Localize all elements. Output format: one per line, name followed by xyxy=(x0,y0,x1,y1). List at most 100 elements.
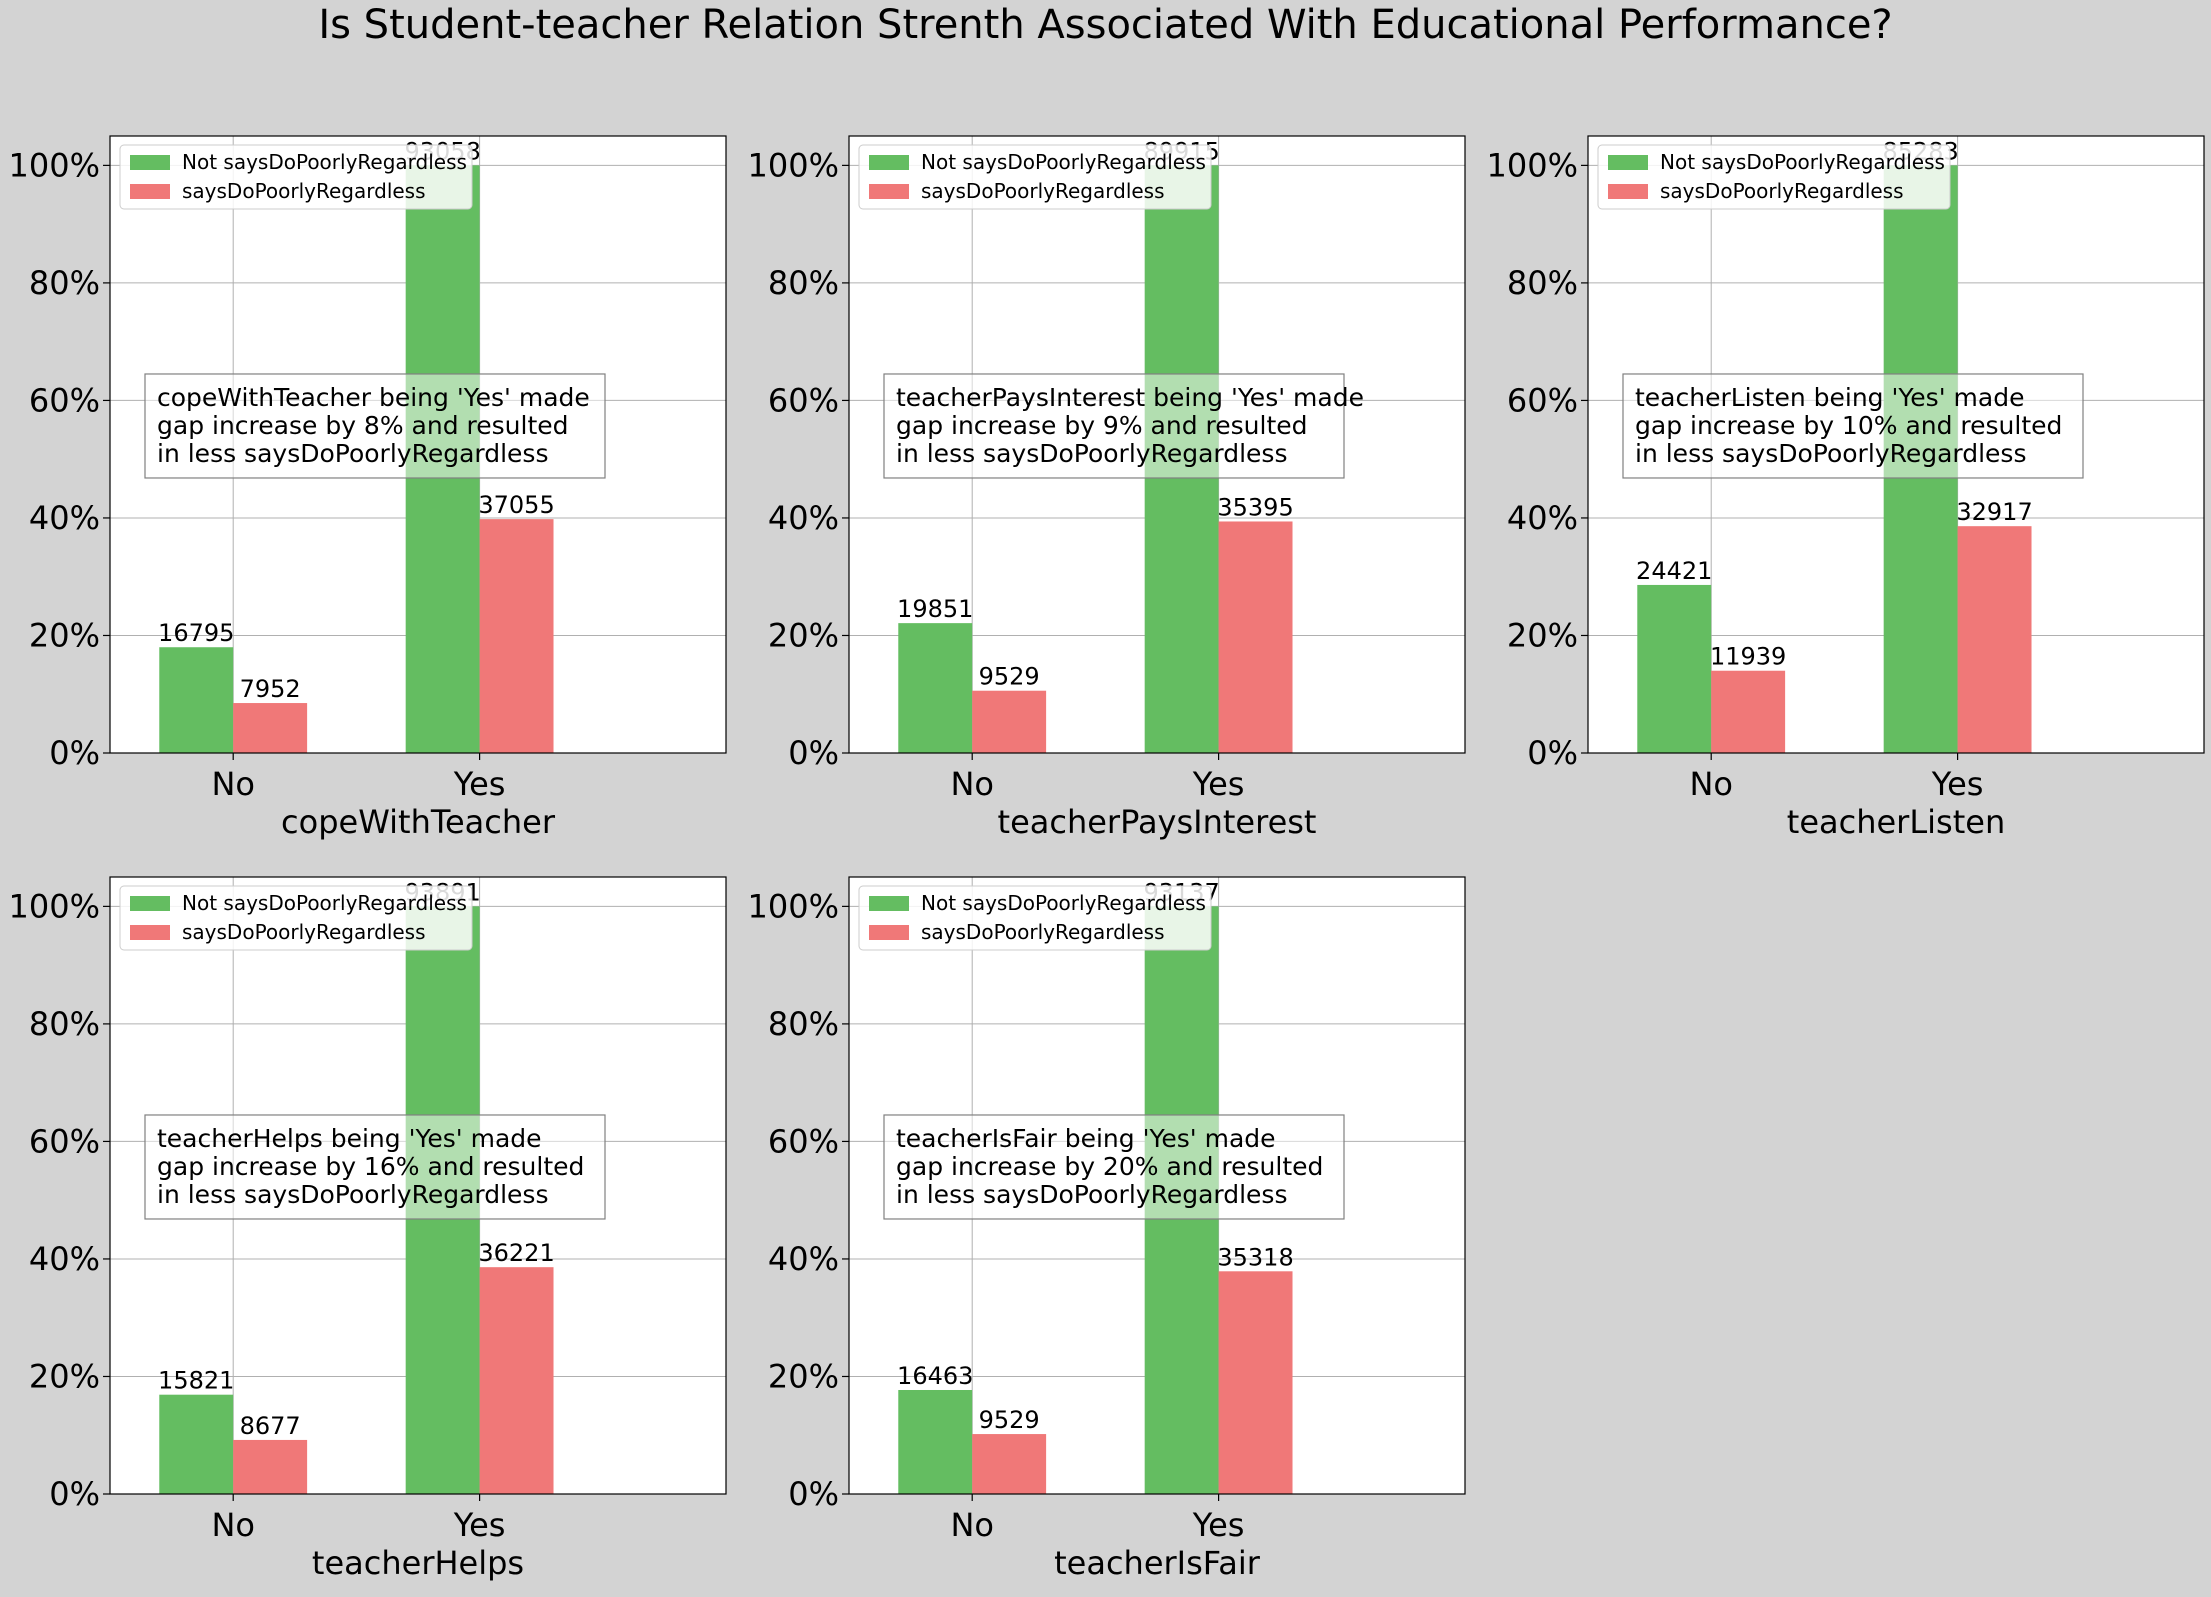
y-tick-label: 80% xyxy=(1507,264,1578,302)
x-axis-label: teacherListen xyxy=(1787,803,2005,841)
bar-not-says xyxy=(898,623,973,753)
axes-frame xyxy=(848,876,1466,1495)
legend-box xyxy=(119,144,473,210)
legend-swatch xyxy=(130,896,170,911)
x-tick-label: Yes xyxy=(453,765,506,803)
bar-data-label: 36221 xyxy=(478,1239,554,1267)
bar-not-says xyxy=(159,647,234,753)
annotation-line: in less saysDoPoorlyRegardless xyxy=(157,439,548,468)
legend-label: Not saysDoPoorlyRegardless xyxy=(921,150,1206,174)
y-tick-label: 100% xyxy=(748,887,839,925)
x-axis-label: teacherHelps xyxy=(312,1544,524,1582)
bar-says xyxy=(1218,1271,1293,1494)
annotation-box xyxy=(144,1114,606,1220)
bar-says xyxy=(479,1267,554,1494)
legend-label: Not saysDoPoorlyRegardless xyxy=(1660,150,1945,174)
annotation-line: gap increase by 20% and resulted xyxy=(896,1152,1323,1181)
figure-title: Is Student-teacher Relation Strenth Asso… xyxy=(318,2,1893,48)
y-tick-label: 60% xyxy=(29,1122,100,1160)
y-tick-label: 60% xyxy=(1507,381,1578,419)
annotation-box xyxy=(144,373,606,479)
legend-swatch xyxy=(869,155,909,170)
x-tick-label: No xyxy=(1689,765,1733,803)
y-tick-label: 0% xyxy=(49,1475,100,1513)
annotation-line: in less saysDoPoorlyRegardless xyxy=(896,1180,1287,1209)
y-tick-label: 40% xyxy=(768,1240,839,1278)
axes-frame xyxy=(109,876,727,1495)
x-axis-label: teacherPaysInterest xyxy=(998,803,1317,841)
y-tick-label: 20% xyxy=(29,616,100,654)
annotation-line: teacherListen being 'Yes' made xyxy=(1635,383,2024,412)
annotation-line: teacherHelps being 'Yes' made xyxy=(157,1124,542,1153)
y-tick-label: 60% xyxy=(768,381,839,419)
y-tick-label: 20% xyxy=(768,616,839,654)
annotation-line: in less saysDoPoorlyRegardless xyxy=(157,1180,548,1209)
annotation-line: gap increase by 8% and resulted xyxy=(157,411,569,440)
legend-box xyxy=(858,885,1212,951)
bar-data-label: 11939 xyxy=(1710,643,1786,671)
legend-label: Not saysDoPoorlyRegardless xyxy=(182,891,467,915)
bar-data-label: 8677 xyxy=(240,1412,301,1440)
bar-says xyxy=(233,1439,308,1494)
bar-data-label: 35395 xyxy=(1217,493,1293,521)
annotation-box xyxy=(1622,373,2084,479)
y-tick-label: 0% xyxy=(49,734,100,772)
bar-says xyxy=(1218,521,1293,753)
y-tick-label: 40% xyxy=(29,499,100,537)
y-tick-label: 60% xyxy=(768,1122,839,1160)
legend-box xyxy=(1597,144,1951,210)
bar-data-label: 9529 xyxy=(979,663,1040,691)
y-tick-label: 20% xyxy=(29,1357,100,1395)
bar-says xyxy=(479,519,554,753)
x-axis-label: teacherIsFair xyxy=(1054,1544,1261,1582)
y-tick-label: 20% xyxy=(1507,616,1578,654)
bar-says xyxy=(972,690,1047,753)
bar-data-label: 24421 xyxy=(1636,557,1712,585)
annotation-line: in less saysDoPoorlyRegardless xyxy=(1635,439,2026,468)
y-tick-label: 100% xyxy=(9,887,100,925)
y-tick-label: 100% xyxy=(748,146,839,184)
y-tick-label: 0% xyxy=(788,1475,839,1513)
bar-data-label: 9529 xyxy=(979,1406,1040,1434)
bar-says xyxy=(972,1434,1047,1494)
legend-swatch xyxy=(130,184,170,199)
annotation-box xyxy=(883,1114,1345,1220)
legend-label: saysDoPoorlyRegardless xyxy=(921,179,1165,203)
legend-box xyxy=(858,144,1212,210)
legend-swatch xyxy=(130,925,170,940)
bar-data-label: 15821 xyxy=(158,1367,234,1395)
y-tick-label: 80% xyxy=(29,264,100,302)
bar-data-label: 16463 xyxy=(897,1362,973,1390)
annotation-line: copeWithTeacher being 'Yes' made xyxy=(157,383,590,412)
legend-label: saysDoPoorlyRegardless xyxy=(921,920,1165,944)
legend-box xyxy=(119,885,473,951)
annotation-line: gap increase by 9% and resulted xyxy=(896,411,1308,440)
y-tick-label: 80% xyxy=(768,264,839,302)
axes-frame xyxy=(109,135,727,754)
annotation-line: in less saysDoPoorlyRegardless xyxy=(896,439,1287,468)
y-tick-label: 60% xyxy=(29,381,100,419)
legend-swatch xyxy=(1608,155,1648,170)
annotation-line: gap increase by 10% and resulted xyxy=(1635,411,2062,440)
bar-data-label: 7952 xyxy=(240,675,301,703)
x-axis-label: copeWithTeacher xyxy=(281,803,556,841)
y-tick-label: 0% xyxy=(1527,734,1578,772)
y-tick-label: 100% xyxy=(9,146,100,184)
y-tick-label: 0% xyxy=(788,734,839,772)
annotation-line: teacherIsFair being 'Yes' made xyxy=(896,1124,1276,1153)
x-tick-label: Yes xyxy=(1931,765,1984,803)
x-tick-label: Yes xyxy=(453,1506,506,1544)
legend-label: saysDoPoorlyRegardless xyxy=(182,920,426,944)
legend-swatch xyxy=(869,184,909,199)
y-tick-label: 100% xyxy=(1487,146,1578,184)
legend-label: saysDoPoorlyRegardless xyxy=(1660,179,1904,203)
bar-data-label: 16795 xyxy=(158,619,234,647)
bar-data-label: 32917 xyxy=(1956,498,2032,526)
x-tick-label: Yes xyxy=(1192,1506,1245,1544)
y-tick-label: 40% xyxy=(29,1240,100,1278)
annotation-box xyxy=(883,373,1345,479)
bar-not-says xyxy=(1637,584,1712,753)
y-tick-label: 80% xyxy=(768,1005,839,1043)
bar-not-says xyxy=(898,1389,973,1494)
